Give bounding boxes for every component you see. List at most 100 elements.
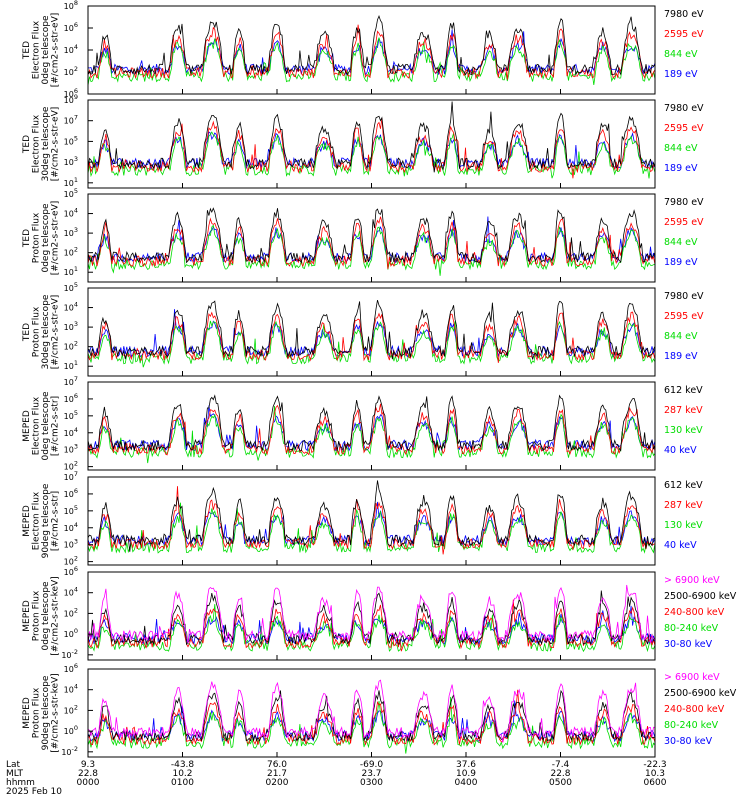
y-axis-label: TEDProton Flux30deg telescope[#/cm2-s-st… bbox=[22, 294, 61, 369]
y-axis-label: MEPEDElectron Flux0deg telescope[#/cm2-s… bbox=[22, 391, 61, 461]
legend-entry: > 6900 keV bbox=[664, 575, 720, 586]
legend-entry: 7980 eV bbox=[664, 291, 704, 302]
series-black-trace bbox=[87, 480, 656, 552]
y-tick-label: 105 bbox=[64, 187, 78, 199]
legend-entry: 2500-6900 keV bbox=[664, 688, 737, 699]
legend-entry: 40 keV bbox=[664, 445, 697, 456]
series-magenta-trace bbox=[87, 679, 655, 743]
y-tick-label: 101 bbox=[64, 359, 78, 371]
y-axis-label: TEDElectron Flux30deg telescope[#/cm2-s-… bbox=[22, 106, 61, 181]
legend-entry: 189 eV bbox=[664, 163, 698, 174]
series-green-trace bbox=[87, 696, 656, 754]
x-row-label: Lat bbox=[6, 760, 21, 770]
series-black-trace bbox=[87, 14, 656, 76]
x-tick-label: 0500 bbox=[549, 778, 572, 788]
y-axis-label: TEDElectron Flux0deg telescope[#/cm2-s-s… bbox=[22, 13, 61, 88]
legend-entry: 130 keV bbox=[664, 520, 703, 531]
series-black-trace bbox=[87, 207, 656, 264]
x-tick-label: 22.8 bbox=[78, 769, 98, 779]
y-tick-label: 107 bbox=[64, 114, 78, 126]
x-tick-label: 21.7 bbox=[267, 769, 287, 779]
x-tick-label: 22.8 bbox=[550, 769, 570, 779]
y-tick-label: 106 bbox=[64, 392, 78, 404]
y-tick-label: 106 bbox=[64, 487, 78, 499]
legend-entry: 844 eV bbox=[664, 237, 698, 248]
x-tick-label: 0400 bbox=[455, 778, 478, 788]
series-green-trace bbox=[87, 405, 656, 464]
x-tick-label: 76.0 bbox=[267, 760, 287, 770]
x-tick-label: 10.2 bbox=[172, 769, 192, 779]
series-magenta-trace bbox=[87, 584, 656, 644]
series-red-trace bbox=[87, 689, 656, 746]
y-tick-label: 100 bbox=[64, 627, 78, 639]
y-tick-label: 106 bbox=[64, 565, 78, 577]
series-black-trace bbox=[87, 689, 655, 743]
series-red-trace bbox=[87, 117, 656, 179]
y-tick-label: 102 bbox=[64, 246, 78, 258]
legend-entry: 30-80 keV bbox=[664, 736, 713, 747]
x-tick-label: 37.6 bbox=[456, 760, 476, 770]
y-tick-label: 107 bbox=[64, 375, 78, 387]
y-tick-label: 105 bbox=[64, 409, 78, 421]
legend-entry: 80-240 keV bbox=[664, 720, 719, 731]
panel-frame bbox=[87, 381, 656, 471]
y-tick-label: 103 bbox=[64, 320, 78, 332]
series-red-trace bbox=[87, 24, 656, 80]
legend-entry: 2595 eV bbox=[664, 29, 704, 40]
x-tick-label: 0000 bbox=[77, 778, 100, 788]
legend-entry: 844 eV bbox=[664, 143, 698, 154]
y-tick-label: 104 bbox=[64, 683, 78, 695]
x-tick-label: 9.3 bbox=[81, 760, 95, 770]
x-tick-label: -69.0 bbox=[360, 760, 384, 770]
legend-entry: 287 keV bbox=[664, 405, 703, 416]
y-tick-label: 104 bbox=[64, 586, 78, 598]
y-tick-label: 102 bbox=[64, 340, 78, 352]
legend-entry: 2595 eV bbox=[664, 217, 704, 228]
x-tick-label: 0100 bbox=[171, 778, 194, 788]
x-tick-label: -22.3 bbox=[643, 760, 666, 770]
legend-entry: 80-240 keV bbox=[664, 623, 719, 634]
x-tick-label: 0200 bbox=[266, 778, 289, 788]
x-tick-label: 0300 bbox=[360, 778, 383, 788]
x-tick-label: 10.3 bbox=[645, 769, 665, 779]
legend-entry: 612 keV bbox=[664, 480, 703, 491]
y-tick-label: 103 bbox=[64, 226, 78, 238]
legend-entry: 2500-6900 keV bbox=[664, 591, 737, 602]
x-row-label: MLT bbox=[6, 769, 24, 779]
y-tick-label: 106 bbox=[64, 21, 78, 33]
series-red-trace bbox=[87, 599, 656, 652]
legend-entry: 189 eV bbox=[664, 351, 698, 362]
legend-entry: 7980 eV bbox=[664, 103, 704, 114]
y-tick-label: 10-2 bbox=[61, 745, 78, 757]
legend-entry: 40 keV bbox=[664, 540, 697, 551]
legend-entry: 287 keV bbox=[664, 500, 703, 511]
y-tick-label: 100 bbox=[64, 724, 78, 736]
series-black-trace bbox=[87, 101, 656, 173]
series-red-trace bbox=[87, 403, 656, 456]
y-tick-label: 106 bbox=[64, 662, 78, 674]
y-tick-label: 10-2 bbox=[61, 648, 78, 660]
legend-entry: > 6900 keV bbox=[664, 672, 720, 683]
x-row-label: hhmm bbox=[6, 778, 35, 788]
legend-entry: 240-800 keV bbox=[664, 704, 725, 715]
y-axis-label: MEPEDProton Flux0deg telescope[#/cm2-s-s… bbox=[22, 576, 61, 655]
y-tick-label: 105 bbox=[64, 134, 78, 146]
legend-entry: 189 eV bbox=[664, 257, 698, 268]
legend-entry: 844 eV bbox=[664, 331, 698, 342]
series-green-trace bbox=[87, 224, 656, 276]
y-tick-label: 105 bbox=[64, 281, 78, 293]
x-axis-labels: Lat 9.3 -43.8 76.0 -69.0 37.6 -7.4 -22.3 MLT 22.8… bbox=[6, 760, 667, 797]
series-green-trace bbox=[87, 37, 656, 86]
y-tick-label: 104 bbox=[64, 43, 78, 55]
series-red-trace bbox=[87, 486, 656, 555]
y-tick-label: 102 bbox=[64, 606, 78, 618]
legend-entry: 189 eV bbox=[664, 69, 698, 80]
y-axis-label: MEPEDProton Flux90deg telescope[#/cm2-s-… bbox=[22, 673, 61, 752]
y-tick-label: 103 bbox=[64, 155, 78, 167]
